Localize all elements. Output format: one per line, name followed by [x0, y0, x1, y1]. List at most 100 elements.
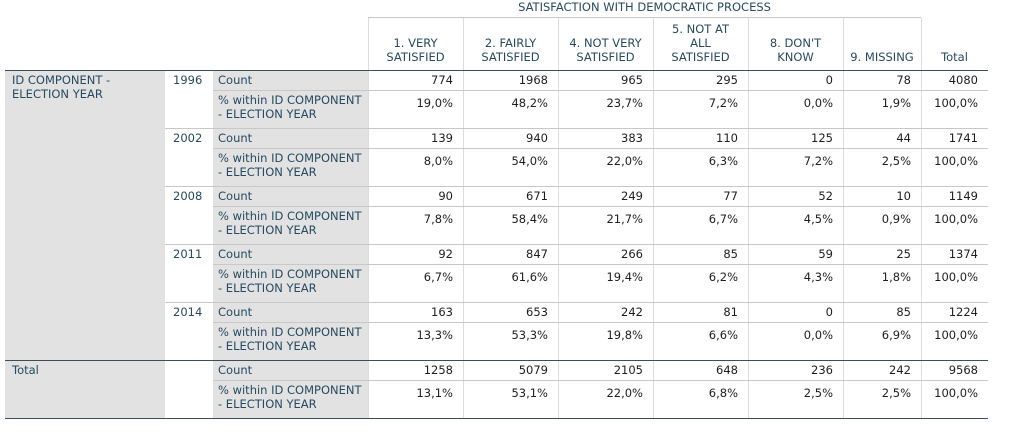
row-rule [213, 264, 988, 265]
pct-cell: 2,5% [803, 386, 833, 400]
pct-cell: 54,0% [511, 154, 548, 168]
pct-cell: 4,5% [803, 212, 833, 226]
pct-label: - ELECTION YEAR [218, 223, 317, 237]
pct-cell: 1,9% [881, 96, 911, 110]
pct-cell: 100,0% [934, 328, 978, 342]
count-cell: 52 [818, 189, 833, 203]
count-label: Count [218, 131, 253, 145]
pct-label: % within ID COMPONENT [218, 267, 362, 281]
count-cell: 671 [526, 189, 548, 203]
count-cell: 78 [896, 73, 911, 87]
pct-cell: 0,0% [803, 328, 833, 342]
count-cell: 90 [438, 189, 453, 203]
pct-cell: 1,8% [881, 270, 911, 284]
row-rule [213, 148, 988, 149]
count-cell: 85 [723, 247, 738, 261]
count-label: Count [218, 247, 253, 261]
pct-cell: 21,7% [606, 212, 643, 226]
pct-cell: 19,4% [606, 270, 643, 284]
count-cell: 1968 [518, 73, 548, 87]
column-header: 9. MISSING [850, 50, 914, 64]
column-header: 4. NOT VERY [569, 36, 642, 50]
count-cell: 9568 [948, 363, 978, 377]
pct-cell: 53,3% [511, 328, 548, 342]
pct-label: - ELECTION YEAR [218, 397, 317, 411]
column-divider [843, 18, 844, 418]
row-rule [213, 206, 988, 207]
pct-cell: 100,0% [934, 270, 978, 284]
column-header: SATISFIED [481, 50, 540, 64]
count-cell: 965 [621, 73, 643, 87]
pct-cell: 4,3% [803, 270, 833, 284]
row-rule [213, 90, 988, 91]
pct-cell: 6,9% [881, 328, 911, 342]
pct-cell: 2,5% [881, 154, 911, 168]
pct-label: % within ID COMPONENT [218, 383, 362, 397]
pct-cell: 53,1% [511, 386, 548, 400]
count-cell: 0 [825, 73, 833, 87]
pct-cell: 58,4% [511, 212, 548, 226]
column-header: SATISFIED [386, 50, 445, 64]
count-cell: 2105 [613, 363, 643, 377]
pct-cell: 6,7% [423, 270, 453, 284]
column-divider [368, 18, 369, 418]
count-cell: 242 [621, 305, 643, 319]
row-rule [213, 380, 988, 381]
pct-cell: 6,7% [708, 212, 738, 226]
pct-cell: 23,7% [606, 96, 643, 110]
column-header: 5. NOT AT [672, 22, 729, 36]
pct-cell: 100,0% [934, 96, 978, 110]
pct-cell: 22,0% [606, 386, 643, 400]
pct-cell: 100,0% [934, 386, 978, 400]
pct-cell: 61,6% [511, 270, 548, 284]
spanner-rule [368, 17, 921, 18]
count-cell: 10 [896, 189, 911, 203]
column-header: KNOW [777, 50, 814, 64]
pct-cell: 0,9% [881, 212, 911, 226]
count-cell: 653 [526, 305, 548, 319]
column-header: SATISFIED [576, 50, 635, 64]
pct-label: - ELECTION YEAR [218, 165, 317, 179]
count-cell: 266 [621, 247, 643, 261]
column-divider [748, 18, 749, 418]
pct-cell: 2,5% [881, 386, 911, 400]
count-cell: 92 [438, 247, 453, 261]
count-cell: 1258 [423, 363, 453, 377]
row-variable-label: ID COMPONENT - [12, 73, 111, 87]
count-cell: 242 [889, 363, 911, 377]
count-cell: 125 [811, 131, 833, 145]
pct-cell: 7,2% [708, 96, 738, 110]
count-cell: 1149 [948, 189, 978, 203]
column-divider [921, 18, 922, 418]
pct-cell: 7,8% [423, 212, 453, 226]
pct-label: % within ID COMPONENT [218, 325, 362, 339]
count-cell: 139 [431, 131, 453, 145]
group-rule [165, 244, 988, 245]
row-rule [213, 322, 988, 323]
spanner-header: SATISFACTION WITH DEMOCRATIC PROCESS [518, 0, 771, 14]
pct-cell: 19,0% [416, 96, 453, 110]
count-label: Count [218, 305, 253, 319]
count-cell: 44 [896, 131, 911, 145]
group-rule [165, 186, 988, 187]
table-bottom-rule [5, 418, 988, 419]
column-divider [463, 18, 464, 418]
pct-cell: 8,0% [423, 154, 453, 168]
count-cell: 295 [716, 73, 738, 87]
count-cell: 383 [621, 131, 643, 145]
count-cell: 5079 [518, 363, 548, 377]
pct-label: - ELECTION YEAR [218, 281, 317, 295]
pct-cell: 100,0% [934, 212, 978, 226]
pct-label: - ELECTION YEAR [218, 107, 317, 121]
count-cell: 77 [723, 189, 738, 203]
count-cell: 163 [431, 305, 453, 319]
pct-cell: 6,6% [708, 328, 738, 342]
count-cell: 25 [896, 247, 911, 261]
count-cell: 1741 [948, 131, 978, 145]
year-label: 2008 [173, 189, 203, 203]
count-label: Count [218, 363, 253, 377]
count-label: Count [218, 189, 253, 203]
column-header: Total [941, 50, 968, 64]
year-label: 1996 [173, 73, 203, 87]
column-header: 8. DON'T [769, 36, 822, 50]
